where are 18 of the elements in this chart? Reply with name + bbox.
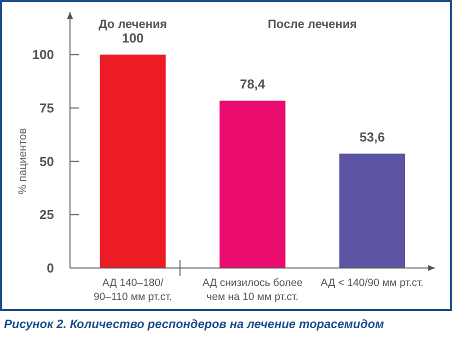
text: Рисунок 2. Количество респондеров на лечение торасемидом [4,317,384,331]
data-label: 100 [122,30,144,46]
bar [220,100,286,268]
data-label: 53,6 [360,130,385,145]
x-tick-label: АД 140–180/ 90–110 мм рт.ст. [94,277,172,303]
x-tick-label: АД < 140/90 мм рт.ст. [320,277,424,289]
y-axis-title: % пациентов [17,128,29,195]
y-tick-label: 25 [40,207,54,222]
y-tick-label: 100 [32,47,54,62]
y-tick-label: 75 [40,100,54,116]
bar [100,54,166,268]
y-tick-label: 50 [40,154,54,169]
annotation: После лечения [268,17,357,31]
y-tick-label: 0 [46,260,54,276]
annotation: До лечения [98,17,168,31]
bar [339,154,406,268]
data-label: 78,4 [240,76,266,92]
x-tick-label: АД снизилось более чем на 10 мм рт.ст. [202,277,303,303]
